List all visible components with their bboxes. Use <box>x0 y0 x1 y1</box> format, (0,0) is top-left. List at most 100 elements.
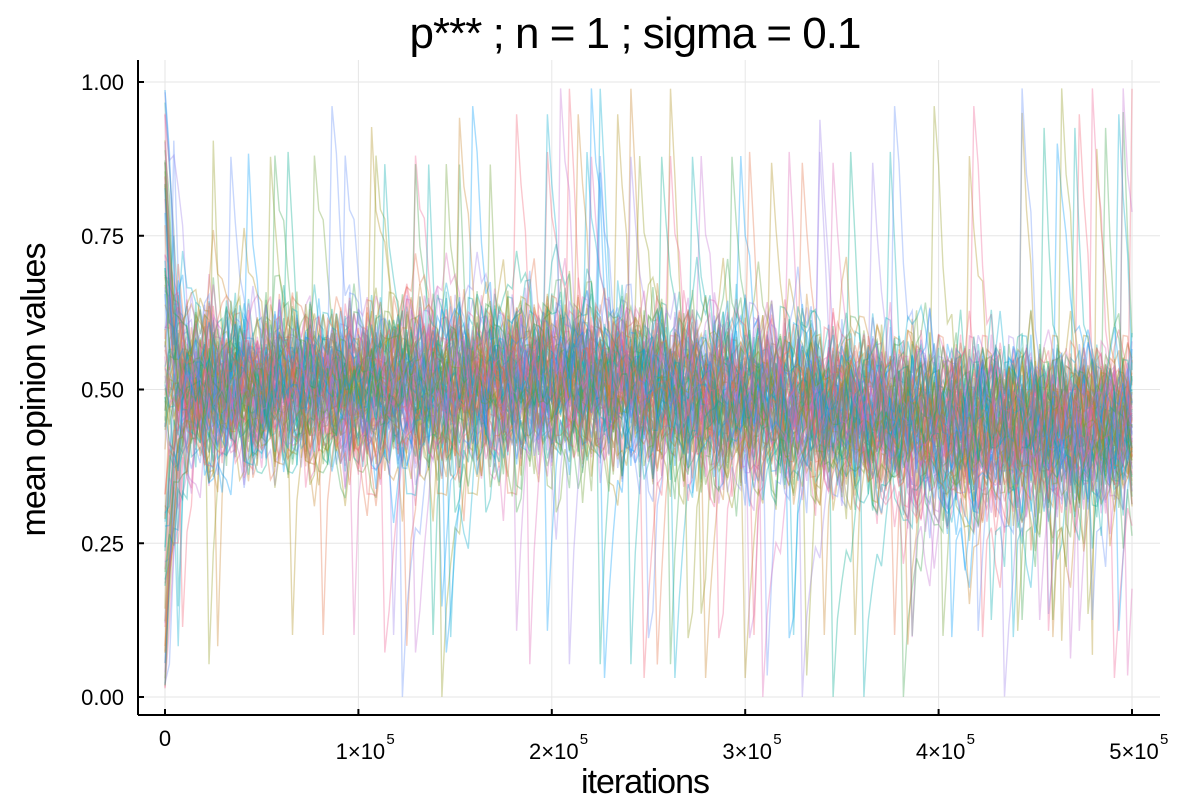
x-axis-label: iterations <box>581 763 709 800</box>
series-line <box>164 283 1133 638</box>
series-line <box>164 299 1133 638</box>
series-line <box>164 88 1133 631</box>
series-line <box>164 275 1133 614</box>
series-line <box>164 155 1133 563</box>
series-line <box>164 112 1133 679</box>
series-line <box>164 106 1133 503</box>
y-axis-label: mean opinion values <box>15 244 53 537</box>
series-line <box>164 212 1133 535</box>
series-line <box>164 151 1133 481</box>
series-line <box>164 164 1133 549</box>
series-line <box>164 156 1133 697</box>
series-line <box>164 155 1133 520</box>
y-ticks: 0.00 0.25 0.50 0.75 1.00 <box>81 70 144 710</box>
series-line <box>164 127 1133 586</box>
x-tick-label: 5×10 <box>1109 739 1159 764</box>
series-line <box>164 156 1133 697</box>
x-tick-label: 0 <box>159 726 171 751</box>
series-line <box>164 291 1133 508</box>
series-line <box>164 88 1133 679</box>
x-tick-exponent: 5 <box>967 731 975 748</box>
series-line <box>164 301 1133 636</box>
x-tick-label: 1×10 <box>336 739 386 764</box>
x-tick-label: 4×10 <box>916 739 966 764</box>
series-line <box>164 162 1133 688</box>
y-tick-label: 1.00 <box>81 70 124 95</box>
series-line <box>164 276 1133 636</box>
y-tick-label: 0.50 <box>81 378 124 403</box>
series-line <box>164 106 1133 639</box>
series-line <box>164 253 1133 647</box>
series-line <box>164 255 1133 522</box>
series-line <box>164 296 1133 638</box>
series-line <box>164 88 1133 631</box>
series-line <box>164 114 1133 697</box>
series-line <box>164 111 1133 517</box>
series-line <box>164 88 1133 639</box>
series-line <box>164 301 1133 636</box>
series-line <box>164 88 1133 679</box>
x-tick-label: 2×10 <box>529 739 579 764</box>
series-line <box>164 106 1133 664</box>
series-line <box>164 88 1133 522</box>
series-line <box>164 315 1133 653</box>
x-tick-exponent: 5 <box>773 731 781 748</box>
series-line <box>164 297 1133 659</box>
series-line <box>164 156 1133 697</box>
series-line <box>164 127 1133 521</box>
series-line <box>164 140 1133 514</box>
series-line <box>164 227 1133 636</box>
series-line <box>164 88 1133 679</box>
series-line <box>164 102 1133 607</box>
series-line <box>164 304 1133 609</box>
series-line <box>164 90 1133 679</box>
series-line <box>164 92 1133 540</box>
series-line <box>164 250 1133 636</box>
series-line <box>164 141 1133 533</box>
series-line <box>164 225 1133 522</box>
series-line <box>164 156 1133 697</box>
series-line <box>164 266 1133 621</box>
series-line <box>164 88 1133 686</box>
series-line <box>164 297 1133 638</box>
series-line <box>164 151 1133 541</box>
series-line <box>164 184 1133 552</box>
series-line <box>164 151 1133 495</box>
series-line <box>164 88 1133 639</box>
series-line <box>164 295 1133 673</box>
series-line <box>164 251 1133 528</box>
series-line <box>164 164 1133 549</box>
axes <box>137 60 1160 716</box>
series-line <box>164 164 1133 544</box>
series-line <box>164 297 1133 638</box>
series-line <box>164 261 1133 622</box>
series-line <box>164 151 1133 477</box>
grid <box>138 60 1160 715</box>
x-tick-exponent: 5 <box>1160 731 1168 748</box>
series-line <box>164 127 1133 525</box>
series-line <box>164 258 1133 621</box>
series-line <box>164 294 1133 652</box>
series-line <box>164 289 1133 526</box>
x-tick-label: 3×10 <box>722 739 772 764</box>
series-line <box>164 88 1133 639</box>
y-tick-label: 0.00 <box>81 685 124 710</box>
series-line <box>164 252 1133 528</box>
x-tick-exponent: 5 <box>580 731 588 748</box>
series-line <box>164 162 1133 503</box>
series-line <box>164 277 1133 628</box>
series-line <box>164 155 1133 505</box>
series-line <box>164 156 1133 697</box>
series-line <box>164 113 1133 679</box>
series-line <box>164 229 1133 636</box>
y-tick-label: 0.75 <box>81 224 124 249</box>
series-line <box>164 188 1133 638</box>
series-line <box>164 162 1133 503</box>
x-tick-exponent: 5 <box>386 731 394 748</box>
series-line <box>164 156 1133 697</box>
series-line <box>164 300 1133 697</box>
series-line <box>164 299 1133 689</box>
series-line <box>164 143 1133 607</box>
series-line <box>164 254 1133 636</box>
